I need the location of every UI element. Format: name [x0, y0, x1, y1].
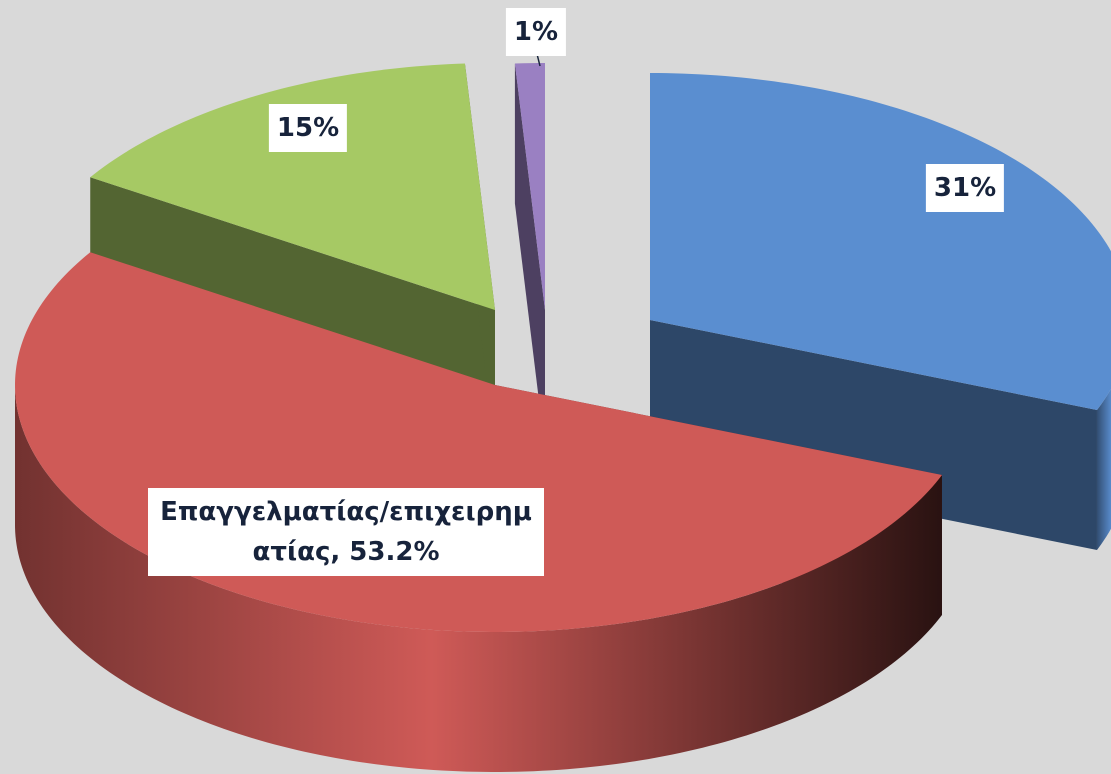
data-label: 15% [268, 104, 348, 152]
slice-wall [1096, 388, 1111, 551]
slice-side [514, 63, 545, 451]
slice [90, 63, 495, 310]
slice [514, 63, 545, 310]
slice-wall [15, 385, 942, 772]
data-label: 1% [505, 8, 567, 56]
slice-side [650, 320, 1097, 551]
data-label: Επαγγελματίας/επιχειρηματίας, 53.2% [148, 488, 544, 576]
data-label: 31% [925, 164, 1005, 212]
slice [650, 73, 1111, 411]
